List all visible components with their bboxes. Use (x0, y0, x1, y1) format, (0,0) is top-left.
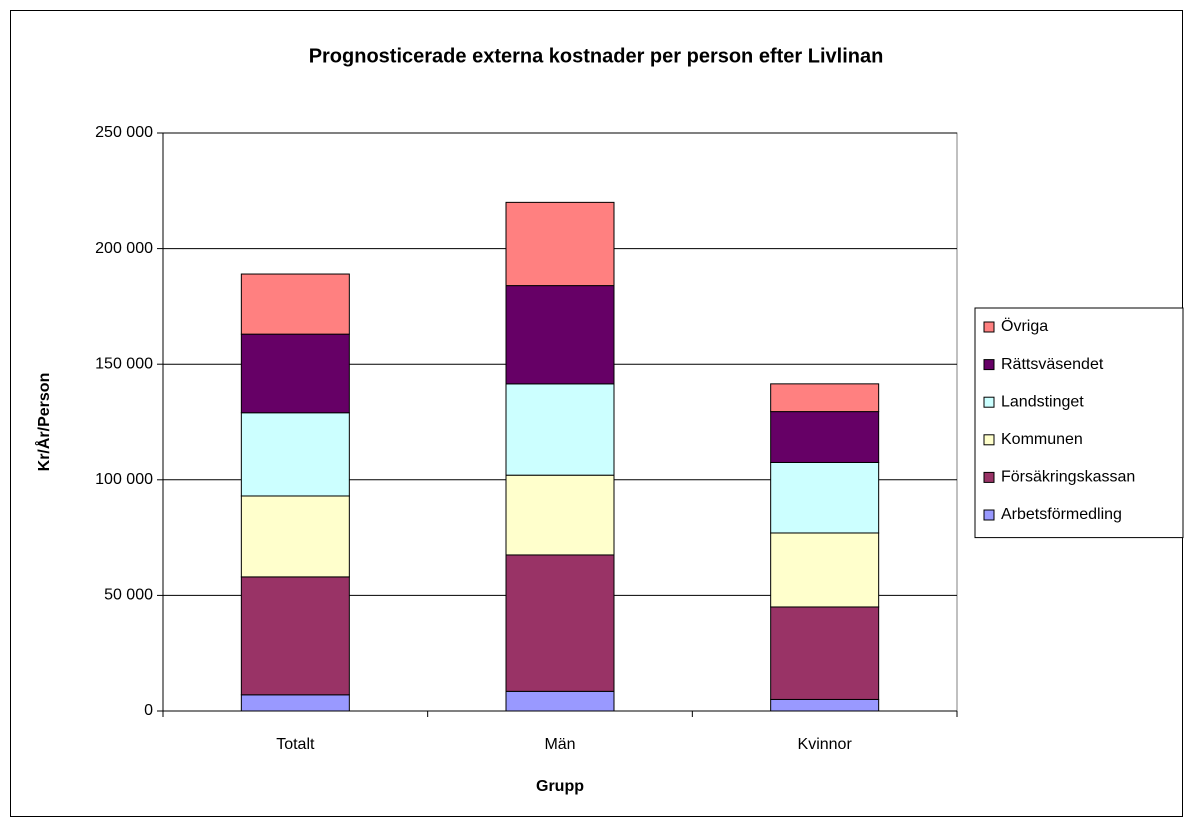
bar-segment (505, 285, 615, 385)
legend-label: Rättsväsendet (1001, 356, 1104, 373)
y-tick-label: 250 000 (95, 124, 153, 141)
y-tick-label: 100 000 (95, 471, 153, 488)
legend-label: Arbetsförmedling (1001, 506, 1122, 523)
y-tick-label: 0 (144, 702, 153, 719)
x-axis-title: Grupp (536, 778, 584, 795)
bar-segment (240, 333, 350, 414)
legend-swatch (983, 509, 995, 521)
bar-segment (770, 532, 880, 608)
bar-segment (240, 495, 350, 578)
legend-swatch (983, 359, 995, 371)
legend-swatch (983, 396, 995, 408)
bar-segment (770, 461, 880, 534)
bar-segment (505, 383, 615, 476)
x-tick-label: Kvinnor (798, 736, 853, 753)
legend-label: Kommunen (1001, 431, 1083, 448)
y-tick-label: 200 000 (95, 240, 153, 257)
bar-segment (240, 273, 350, 335)
bar-segment (240, 694, 350, 712)
x-tick-label: Totalt (276, 736, 315, 753)
legend-label: Försäkringskassan (1001, 469, 1135, 486)
legend-swatch (983, 434, 995, 446)
bar-segment (770, 383, 880, 413)
chart-title: Prognosticerade externa kostnader per pe… (309, 45, 884, 67)
y-axis-title: Kr/År/Person (34, 373, 53, 472)
bar-segment (240, 412, 350, 497)
y-tick-label: 50 000 (104, 587, 153, 604)
bar-segment (505, 554, 615, 692)
bar-segment (505, 690, 615, 712)
legend-box (974, 307, 1184, 539)
bar-segment (770, 411, 880, 463)
bar-segment (505, 201, 615, 287)
bar-segment (505, 474, 615, 556)
legend-label: Övriga (1001, 317, 1048, 335)
y-tick-label: 150 000 (95, 355, 153, 372)
legend-label: Landstinget (1001, 393, 1084, 410)
bar-segment (240, 576, 350, 696)
legend-swatch (983, 471, 995, 483)
bar-segment (770, 606, 880, 700)
bar-segment (770, 698, 880, 712)
x-tick-label: Män (544, 736, 575, 753)
legend-swatch (983, 321, 995, 333)
